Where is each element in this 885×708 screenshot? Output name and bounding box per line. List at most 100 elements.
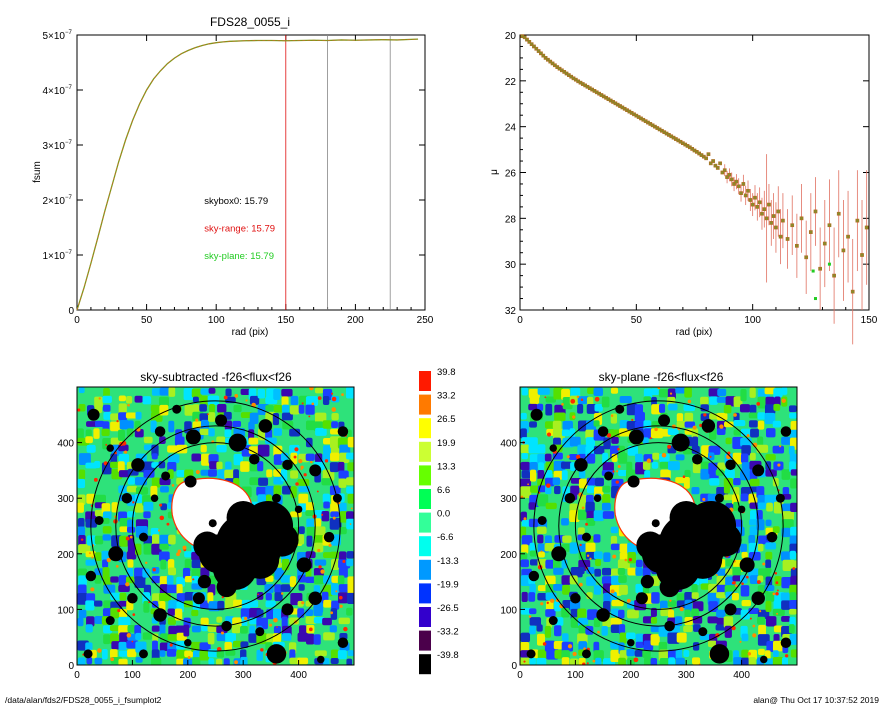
sky-subtracted-noise-blob — [166, 648, 177, 657]
sky-subtracted-masked-star — [121, 492, 133, 504]
sky-plane-noise-blob — [731, 592, 739, 601]
mu-point — [725, 175, 729, 179]
sky-subtracted-speckle — [244, 616, 248, 621]
sky-subtracted-masked-star — [296, 557, 312, 573]
sky-plane-speckle — [549, 598, 555, 603]
sky-plane-noise-blob — [676, 420, 687, 428]
colorbar-label: -13.3 — [437, 556, 459, 567]
sky-plane-noise-blob — [561, 470, 568, 481]
fsum-x-tick-label: 150 — [277, 315, 294, 326]
sky-plane-noise-blob — [553, 470, 564, 480]
sky-plane-noise-blob — [725, 437, 732, 445]
sky-subtracted-noise-blob — [273, 428, 282, 436]
sky-plane-noise-blob — [634, 411, 645, 422]
sky-plane-noise-blob — [740, 453, 749, 463]
sky-plane-speckle — [669, 599, 672, 602]
sky-subtracted-noise-blob — [240, 461, 250, 472]
sky-subtracted-masked-star — [317, 655, 325, 664]
sky-subtracted-noise-blob — [101, 462, 112, 475]
sky-subtracted-noise-blob — [330, 657, 339, 665]
sky-subtracted-noise-blob — [176, 640, 186, 650]
sky-plane-speckle — [520, 495, 524, 499]
mu-point — [729, 177, 734, 182]
sky-plane-noise-blob — [723, 616, 734, 628]
sky-plane-noise-blob — [772, 608, 785, 616]
sky-subtracted-noise-blob — [167, 634, 179, 641]
sky-plane-noise-blob — [521, 544, 529, 554]
sky-plane-noise-blob — [667, 632, 680, 644]
sky-plane-noise-blob — [594, 568, 602, 577]
sky-plane-noise-blob — [773, 625, 784, 633]
fsum-annotation-0: skybox0: 15.79 — [204, 196, 268, 207]
sky-plane-noise-blob — [529, 608, 537, 615]
sky-plane-noise-blob — [676, 632, 687, 643]
sky-plane-y-tick-label: 200 — [500, 550, 517, 561]
sky-subtracted-noise-blob — [331, 421, 339, 429]
sky-subtracted-noise-blob — [282, 633, 292, 641]
sky-plane-masked-source — [669, 500, 703, 535]
mu-point — [864, 225, 869, 230]
sky-subtracted-speckle — [339, 604, 343, 608]
sky-subtracted-noise-blob — [192, 404, 200, 414]
sky-plane-noise-blob — [716, 584, 727, 594]
sky-subtracted-noise-blob — [118, 575, 128, 587]
sky-subtracted-noise-blob — [346, 551, 354, 559]
sky-subtracted-noise-blob — [290, 395, 299, 406]
sky-subtracted-noise-blob — [207, 592, 214, 604]
sky-plane-noise-blob — [724, 469, 735, 481]
sky-subtracted-noise-blob — [77, 494, 86, 505]
sky-subtracted-noise-blob — [143, 511, 151, 519]
sky-subtracted-masked-source — [216, 577, 237, 598]
sky-subtracted-noise-blob — [314, 518, 322, 527]
sky-plane-noise-blob — [691, 608, 699, 618]
sky-subtracted-noise-blob — [257, 461, 264, 472]
sky-plane-noise-blob — [716, 592, 728, 599]
sky-subtracted-speckle — [176, 552, 180, 557]
sky-subtracted-speckle — [301, 402, 304, 405]
sky-subtracted-noise-blob — [305, 616, 317, 624]
sky-plane-noise-blob — [618, 452, 628, 464]
sky-plane-noise-blob — [601, 396, 610, 408]
sky-plane-noise-blob — [733, 478, 741, 486]
sky-plane-noise-blob — [610, 617, 622, 626]
sky-subtracted-x-tick-label: 400 — [290, 670, 307, 681]
sky-subtracted-noise-blob — [199, 428, 210, 436]
sky-subtracted-noise-blob — [298, 404, 305, 414]
sky-subtracted-noise-blob — [134, 503, 144, 513]
sky-subtracted-noise-blob — [306, 535, 313, 547]
sky-plane-noise-blob — [651, 592, 660, 604]
sky-plane-noise-blob — [781, 657, 789, 665]
sky-subtracted-noise-blob — [166, 575, 174, 586]
sky-subtracted-noise-blob — [101, 649, 108, 660]
sky-subtracted-noise-blob — [266, 469, 273, 478]
sky-plane-noise-blob — [610, 526, 619, 534]
fsum-annotation-2: sky-plane: 15.79 — [204, 251, 274, 262]
sky-subtracted-speckle — [187, 656, 191, 659]
sky-subtracted-speckle — [308, 415, 311, 418]
mu-point — [762, 207, 767, 212]
sky-subtracted-masked-source — [265, 523, 299, 557]
sky-plane-noise-blob — [715, 624, 727, 631]
sky-plane-noise-blob — [529, 617, 542, 626]
sky-subtracted-noise-blob — [119, 592, 127, 601]
sky-subtracted-noise-blob — [127, 559, 134, 568]
sky-subtracted-noise-blob — [298, 526, 305, 534]
sky-subtracted-y-tick-label: 400 — [57, 439, 74, 450]
sky-plane-speckle — [582, 662, 586, 665]
sky-subtracted-y-tick-label: 200 — [57, 550, 74, 561]
sky-subtracted-x-tick-label: 100 — [124, 670, 141, 681]
sky-plane-noise-blob — [603, 552, 611, 563]
sky-subtracted-noise-blob — [168, 625, 177, 637]
sky-subtracted-noise-blob — [338, 526, 347, 535]
sky-plane-noise-blob — [650, 428, 663, 439]
sky-subtracted-noise-blob — [321, 510, 330, 522]
sky-subtracted-noise-blob — [111, 502, 118, 513]
sky-plane-noise-blob — [593, 420, 600, 427]
sky-plane-masked-star — [780, 637, 792, 649]
sky-plane-noise-blob — [617, 559, 630, 569]
sky-subtracted-noise-blob — [119, 526, 129, 533]
sky-plane-noise-blob — [789, 592, 797, 603]
sky-subtracted-noise-blob — [135, 632, 142, 641]
sky-subtracted-noise-blob — [274, 584, 282, 594]
sky-subtracted-speckle — [223, 395, 228, 400]
